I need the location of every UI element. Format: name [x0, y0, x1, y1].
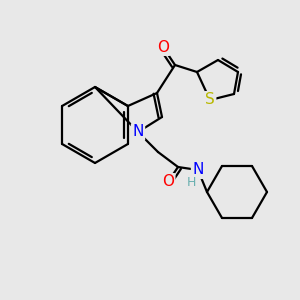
Text: O: O: [157, 40, 169, 55]
Text: N: N: [132, 124, 144, 140]
Text: S: S: [205, 92, 215, 107]
Text: O: O: [162, 175, 174, 190]
Text: N: N: [192, 163, 204, 178]
Text: H: H: [186, 176, 196, 188]
